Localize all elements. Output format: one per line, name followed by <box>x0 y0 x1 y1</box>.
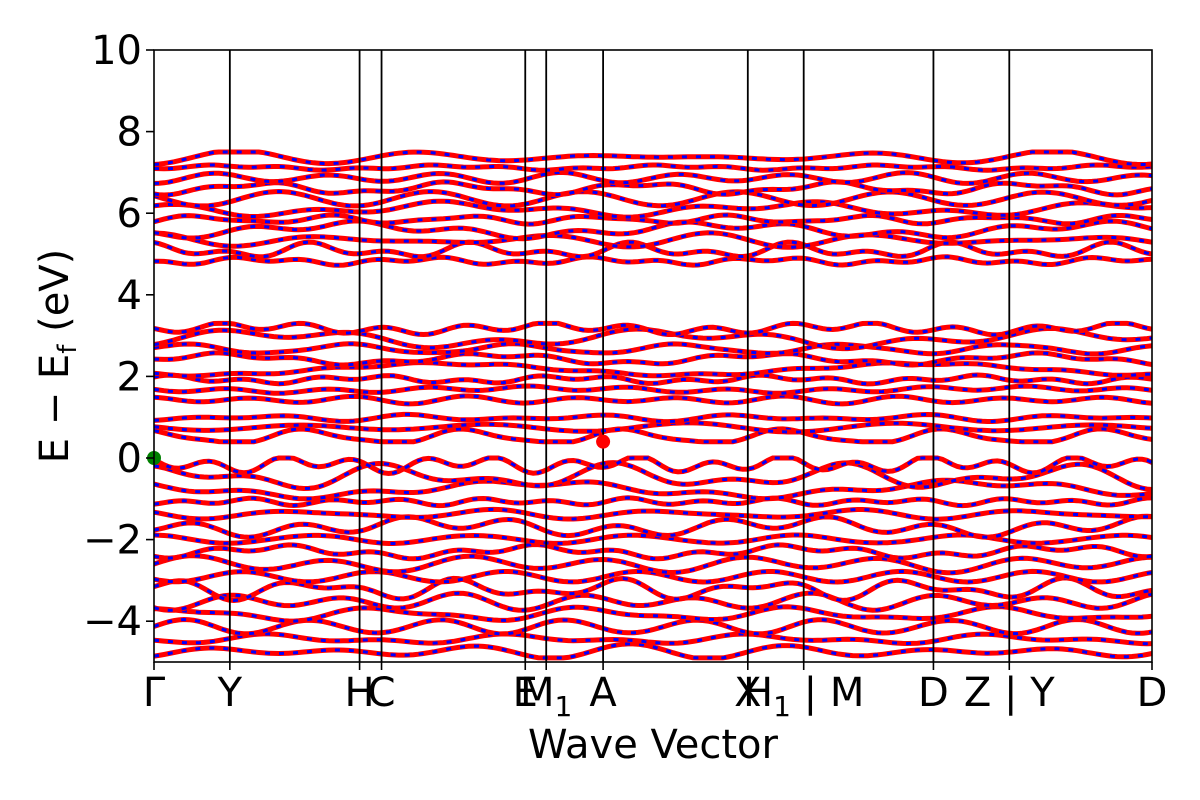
y-axis-title-unit: (eV) <box>32 249 78 345</box>
band-line-spin-up <box>154 350 1152 368</box>
band-line-spin-up <box>154 360 1152 379</box>
band-line-spin-down <box>154 171 1152 185</box>
x-tick-label: D <box>918 670 949 716</box>
k-point-lines <box>228 50 1011 662</box>
band-line-spin-down <box>154 219 1152 241</box>
x-tick-label: Z | Y <box>964 670 1055 716</box>
y-axis: −4 −2 0 2 4 6 8 10 <box>83 28 154 645</box>
y-tick-label: −2 <box>83 518 142 564</box>
x-tick-label-main: X <box>734 670 761 716</box>
band-line-spin-down <box>154 150 1152 167</box>
x-tick-label-main: M <box>520 670 555 716</box>
x-tick-label: E <box>513 670 538 716</box>
band-line-spin-up <box>154 341 1152 357</box>
band-line-spin-down <box>154 427 1152 444</box>
band-line-spin-up <box>154 541 1152 562</box>
band-line-spin-down <box>154 554 1152 575</box>
band-line-spin-down <box>154 231 1152 249</box>
band-line-spin-up <box>154 641 1152 661</box>
band-line-spin-up <box>154 506 1152 522</box>
band-line-spin-down <box>154 591 1152 612</box>
band-line-spin-up <box>154 411 1152 425</box>
x-tick-label: X <box>734 670 761 716</box>
x-tick-label-sub: 1 <box>773 690 791 723</box>
band-line-spin-down <box>154 542 1152 561</box>
y-axis-title-main: E − E <box>32 354 78 464</box>
y-tick-label: 2 <box>117 354 142 400</box>
band-line-spin-down <box>154 373 1152 386</box>
band-line-spin-up <box>154 455 1152 477</box>
cbm-marker <box>596 434 611 449</box>
y-axis-title-sub: f <box>53 344 83 354</box>
x-tick-label: M1 <box>520 670 572 723</box>
x-tick-label-main: A <box>589 670 617 716</box>
y-tick-label: 8 <box>117 110 142 156</box>
band-line-spin-down <box>154 514 1152 539</box>
band-line-spin-up <box>154 383 1152 396</box>
y-tick-label: 10 <box>91 28 142 74</box>
band-line-spin-up <box>154 188 1152 209</box>
x-tick-label-sub: 1 <box>555 690 573 723</box>
band-line-spin-down <box>154 321 1152 337</box>
x-tick-label-main: H <box>345 670 375 716</box>
x-tick-label-main: H <box>743 670 773 716</box>
y-tick-label: 4 <box>117 273 142 319</box>
x-tick-label-main: D <box>918 670 949 716</box>
x-tick-label-main: Γ <box>143 670 166 716</box>
x-tick-label: H1 | M <box>743 670 864 723</box>
band-line-spin-up <box>154 212 1152 227</box>
band-line-spin-up <box>154 320 1152 338</box>
y-tick-label: 0 <box>117 436 142 482</box>
x-tick-label: D <box>1137 670 1168 716</box>
bands-layer <box>154 149 1152 661</box>
band-line-spin-down <box>154 642 1152 660</box>
plot-frame <box>153 49 1153 663</box>
x-tick-label: C <box>368 670 396 716</box>
band-line-spin-down <box>154 617 1152 636</box>
band-line-spin-down <box>154 199 1152 219</box>
x-tick-label-main: D <box>1137 670 1168 716</box>
band-line-spin-down <box>154 496 1152 508</box>
y-tick-label: 6 <box>117 191 142 237</box>
x-tick-label: H <box>345 670 375 716</box>
x-tick-label: Γ <box>143 670 166 716</box>
band-line-spin-down <box>154 180 1152 197</box>
band-line-spin-up <box>154 604 1152 624</box>
x-tick-label-suffix: | M <box>791 670 864 716</box>
band-line-spin-up <box>154 393 1152 407</box>
x-tick-label-main: C <box>368 670 396 716</box>
x-tick-label: A <box>589 670 617 716</box>
band-line-spin-up <box>154 254 1152 268</box>
band-line-spin-up <box>154 631 1152 647</box>
x-axis-title: Wave Vector <box>528 722 779 768</box>
band-line-spin-up <box>154 420 1152 435</box>
band-line-spin-up <box>154 477 1152 502</box>
band-line-spin-down <box>154 240 1152 259</box>
x-tick-label: Y <box>217 670 243 716</box>
band-line-spin-down <box>154 576 1152 603</box>
x-tick-label-main: E <box>513 670 538 716</box>
band-line-spin-down <box>154 189 1152 208</box>
x-tick-label-main: Y <box>217 670 243 716</box>
x-tick-label-main: Z | Y <box>964 670 1055 716</box>
y-tick-label: −4 <box>83 599 142 645</box>
y-axis-title: E − Ef (eV) <box>32 249 83 464</box>
band-line-spin-down <box>154 569 1152 584</box>
band-line-spin-down <box>154 461 1152 491</box>
band-line-spin-up <box>154 162 1152 173</box>
